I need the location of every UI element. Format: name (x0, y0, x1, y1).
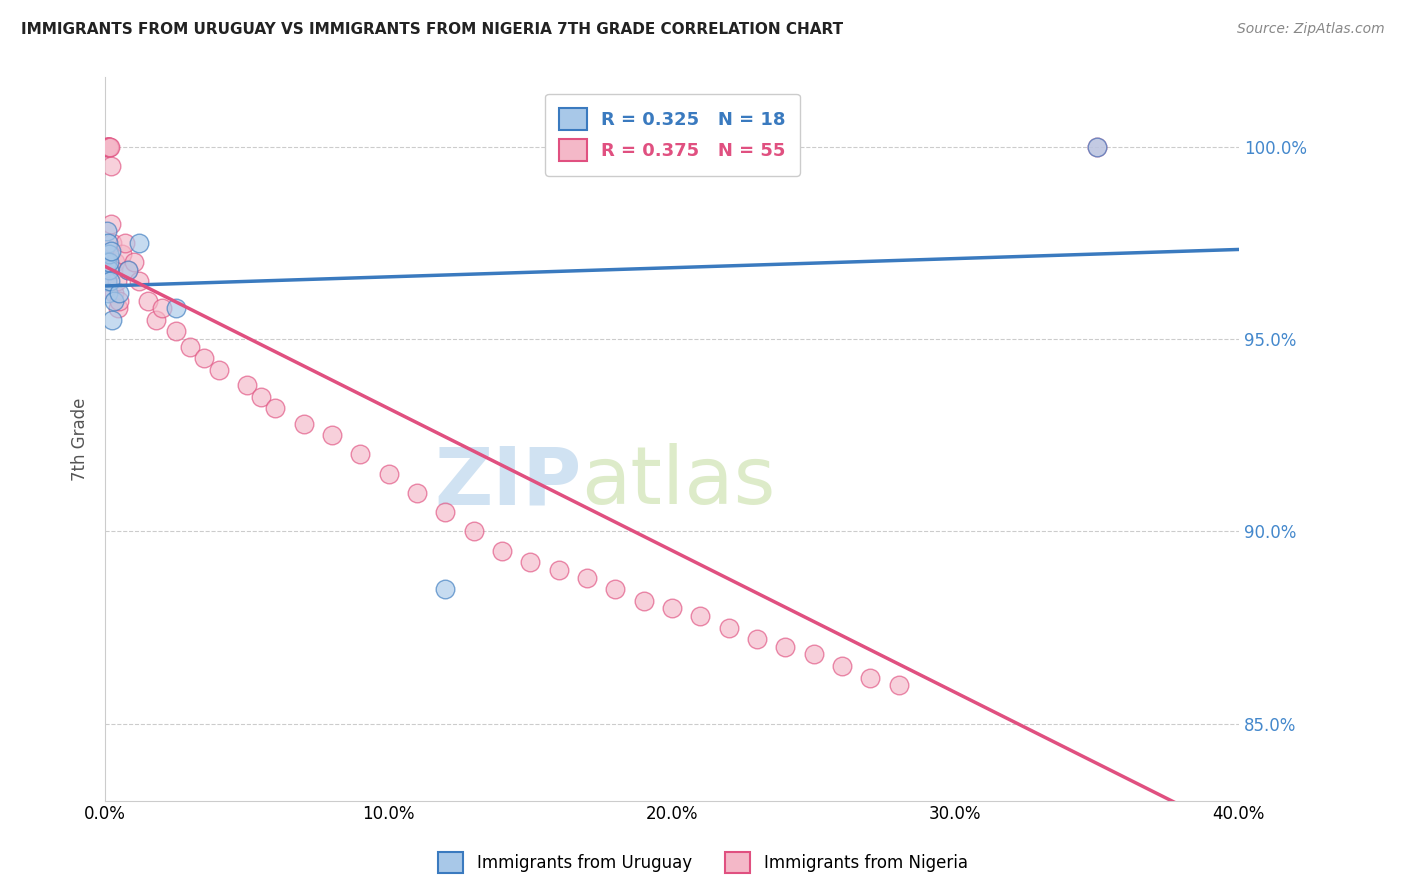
Point (1085, 139, 1108, 153)
Point (150, 301, 173, 316)
Point (108, 285, 131, 300)
Point (434, 505, 457, 519)
Point (775, 640, 797, 654)
Point (114, 235, 136, 250)
Point (108, 293, 131, 308)
Point (96, 139, 118, 153)
Point (193, 351, 215, 366)
Point (101, 235, 124, 250)
Point (96, 274, 118, 288)
Point (96, 139, 118, 153)
Point (236, 378, 259, 392)
Point (519, 555, 541, 569)
Point (136, 293, 159, 308)
Text: atlas: atlas (581, 443, 776, 522)
Text: ZIP: ZIP (434, 443, 581, 522)
Point (103, 285, 125, 300)
Point (100, 244, 122, 258)
Point (111, 247, 134, 261)
Point (165, 301, 187, 316)
Point (406, 486, 429, 500)
Point (97, 247, 120, 261)
Point (100, 159, 122, 173)
Point (97, 235, 120, 250)
Point (97, 285, 120, 300)
Point (97, 139, 120, 153)
Point (321, 428, 343, 442)
Legend: R = 0.325   N = 18, R = 0.375   N = 55: R = 0.325 N = 18, R = 0.375 N = 55 (546, 94, 800, 176)
Point (349, 447, 371, 461)
Point (491, 543, 513, 558)
Text: Source: ZipAtlas.com: Source: ZipAtlas.com (1237, 22, 1385, 37)
Point (605, 582, 627, 596)
Point (117, 262, 139, 277)
Point (101, 262, 124, 277)
Point (207, 363, 229, 377)
Point (96, 255, 118, 269)
Point (107, 301, 129, 316)
Point (165, 324, 187, 338)
Point (128, 235, 150, 250)
Point (689, 609, 711, 624)
Point (547, 563, 569, 577)
Point (859, 671, 882, 685)
Point (117, 262, 139, 277)
Point (292, 417, 315, 431)
Point (887, 678, 910, 692)
Point (97, 262, 120, 277)
Point (250, 390, 273, 404)
Point (145, 312, 167, 326)
Point (122, 255, 145, 269)
Point (98, 274, 121, 288)
Point (96, 224, 118, 238)
Point (101, 312, 124, 326)
Point (633, 593, 655, 607)
Point (803, 648, 825, 662)
Y-axis label: 7th Grade: 7th Grade (72, 397, 89, 481)
Point (575, 570, 598, 584)
Point (96, 274, 118, 288)
Point (179, 340, 201, 354)
Point (103, 293, 125, 308)
Point (98, 139, 121, 153)
Point (98, 139, 121, 153)
Point (831, 659, 853, 673)
Point (100, 217, 122, 231)
Point (105, 274, 128, 288)
Point (104, 255, 127, 269)
Point (661, 601, 683, 615)
Point (1085, 139, 1108, 153)
Point (97, 139, 120, 153)
Point (264, 401, 287, 416)
Point (745, 632, 768, 646)
Point (97, 139, 120, 153)
Point (128, 274, 150, 288)
Legend: Immigrants from Uruguay, Immigrants from Nigeria: Immigrants from Uruguay, Immigrants from… (432, 846, 974, 880)
Point (434, 582, 457, 596)
Point (377, 467, 399, 481)
Point (717, 620, 740, 634)
Point (98, 255, 121, 269)
Point (463, 524, 485, 539)
Text: IMMIGRANTS FROM URUGUAY VS IMMIGRANTS FROM NIGERIA 7TH GRADE CORRELATION CHART: IMMIGRANTS FROM URUGUAY VS IMMIGRANTS FR… (21, 22, 844, 37)
